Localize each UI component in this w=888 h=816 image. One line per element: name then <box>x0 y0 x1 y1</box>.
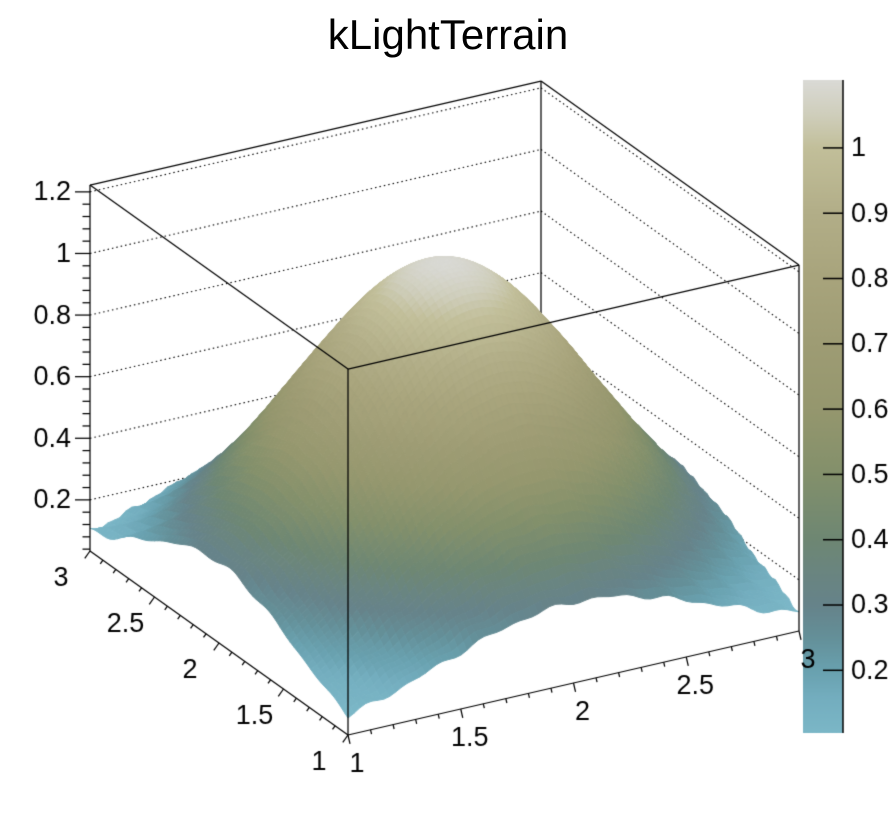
plot-title: kLightTerrain <box>327 11 569 58</box>
